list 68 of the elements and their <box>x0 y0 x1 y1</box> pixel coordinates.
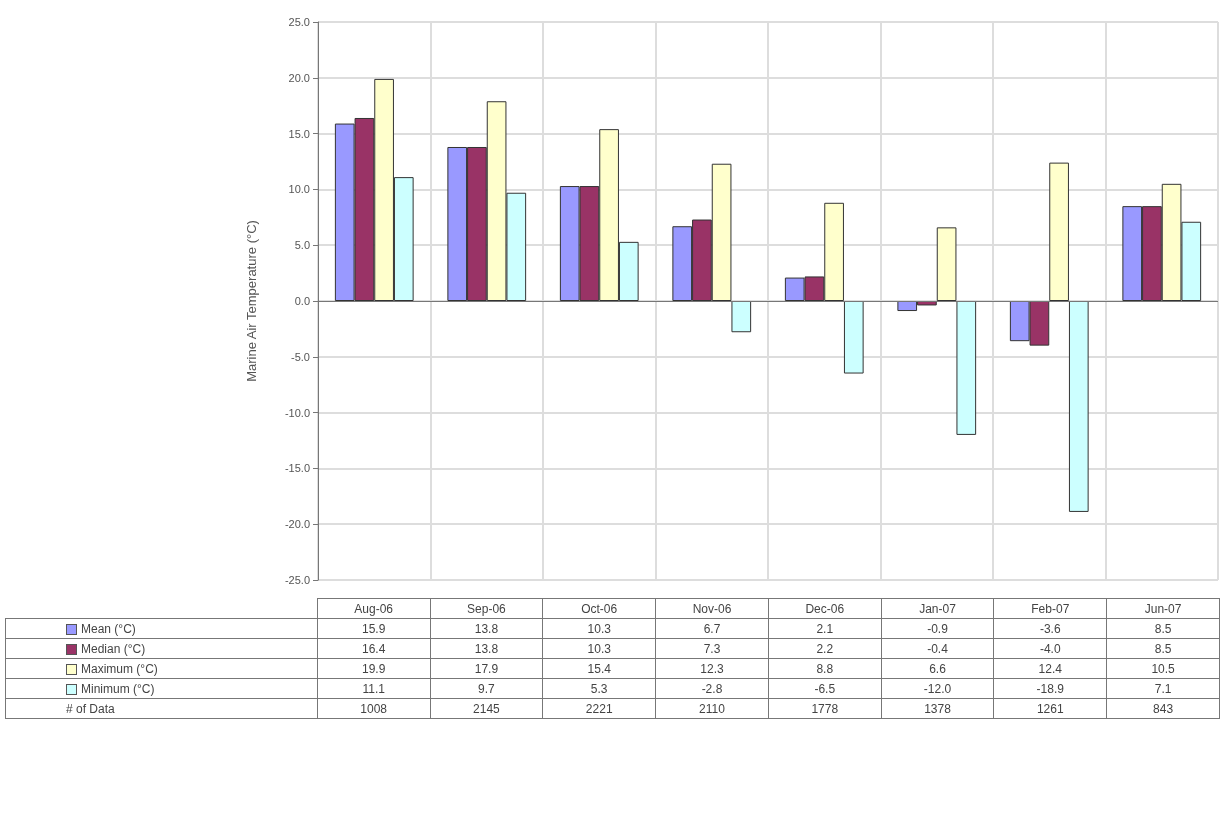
y-tick-label: -5.0 <box>291 350 310 363</box>
data-label: 6.7 <box>655 618 769 639</box>
bar <box>1049 162 1069 301</box>
data-label: -0.9 <box>881 618 994 639</box>
legend-label: Minimum (°C) <box>5 678 318 699</box>
data-label: 2.2 <box>768 638 882 659</box>
data-label: 7.1 <box>1106 678 1220 699</box>
y-tick-label: 0.0 <box>294 295 310 307</box>
bar <box>1068 301 1089 512</box>
y-tick-label: 15.0 <box>288 127 310 140</box>
data-label: 12.4 <box>993 658 1107 679</box>
x-tick-label: Oct-06 <box>542 598 656 619</box>
data-label: 2.1 <box>768 618 882 639</box>
y-axis-title: Marine Air Temperature (°C) <box>244 220 259 382</box>
data-label: 8.5 <box>1106 638 1220 659</box>
data-label: 10.3 <box>542 638 656 659</box>
data-label: 12.3 <box>655 658 769 679</box>
legend-label: Mean (°C) <box>5 618 318 639</box>
data-label: 11.1 <box>317 678 431 699</box>
x-tick-label: Jun-07 <box>1106 598 1220 619</box>
text: 843 <box>1106 698 1220 719</box>
x-tick-label: Dec-06 <box>768 598 882 619</box>
data-label: 15.9 <box>317 618 431 639</box>
data-label: -2.8 <box>655 678 769 699</box>
x-tick-label: Sep-06 <box>430 598 543 619</box>
x-tick-label: Jan-07 <box>881 598 994 619</box>
text: 1261 <box>993 698 1107 719</box>
data-label: 17.9 <box>430 658 543 679</box>
x-tick-label: Feb-07 <box>993 598 1107 619</box>
y-tick-label: 10.0 <box>288 183 310 196</box>
text: # of Data <box>5 698 318 719</box>
data-label: -3.6 <box>993 618 1107 639</box>
data-label: 10.3 <box>542 618 656 639</box>
data-label: 13.8 <box>430 638 543 659</box>
data-label: 13.8 <box>430 618 543 639</box>
y-tick-label: -25.0 <box>284 574 310 586</box>
data-label: -6.5 <box>768 678 882 699</box>
text: 1008 <box>317 698 431 719</box>
data-label: 9.7 <box>430 678 543 699</box>
text: 1778 <box>768 698 882 719</box>
text: 2145 <box>430 698 543 719</box>
data-label: -18.9 <box>993 678 1107 699</box>
legend-label: Maximum (°C) <box>5 658 318 679</box>
data-label: -0.4 <box>881 638 994 659</box>
y-tick-label: -20.0 <box>284 518 310 531</box>
y-tick-label: -15.0 <box>284 462 310 475</box>
y-tick-label: 5.0 <box>294 239 310 252</box>
data-label: 19.9 <box>317 658 431 679</box>
text: 2110 <box>655 698 769 719</box>
y-tick-label: 25.0 <box>288 16 310 28</box>
y-tick-label: -10.0 <box>284 406 310 419</box>
x-tick-label: Aug-06 <box>317 598 431 619</box>
x-tick-label: Nov-06 <box>655 598 769 619</box>
text: 2221 <box>542 698 656 719</box>
data-label: 8.5 <box>1106 618 1220 639</box>
data-label: 6.6 <box>881 658 994 679</box>
data-label: -4.0 <box>993 638 1107 659</box>
data-label: 15.4 <box>542 658 656 679</box>
text: 1378 <box>881 698 994 719</box>
data-label: 5.3 <box>542 678 656 699</box>
data-label: 10.5 <box>1106 658 1220 679</box>
data-label: 7.3 <box>655 638 769 659</box>
bar <box>843 301 864 374</box>
data-label: 16.4 <box>317 638 431 659</box>
legend-label: Median (°C) <box>5 638 318 659</box>
data-label: -12.0 <box>881 678 994 699</box>
data-label: 8.8 <box>768 658 882 679</box>
y-tick-label: 20.0 <box>288 71 310 84</box>
